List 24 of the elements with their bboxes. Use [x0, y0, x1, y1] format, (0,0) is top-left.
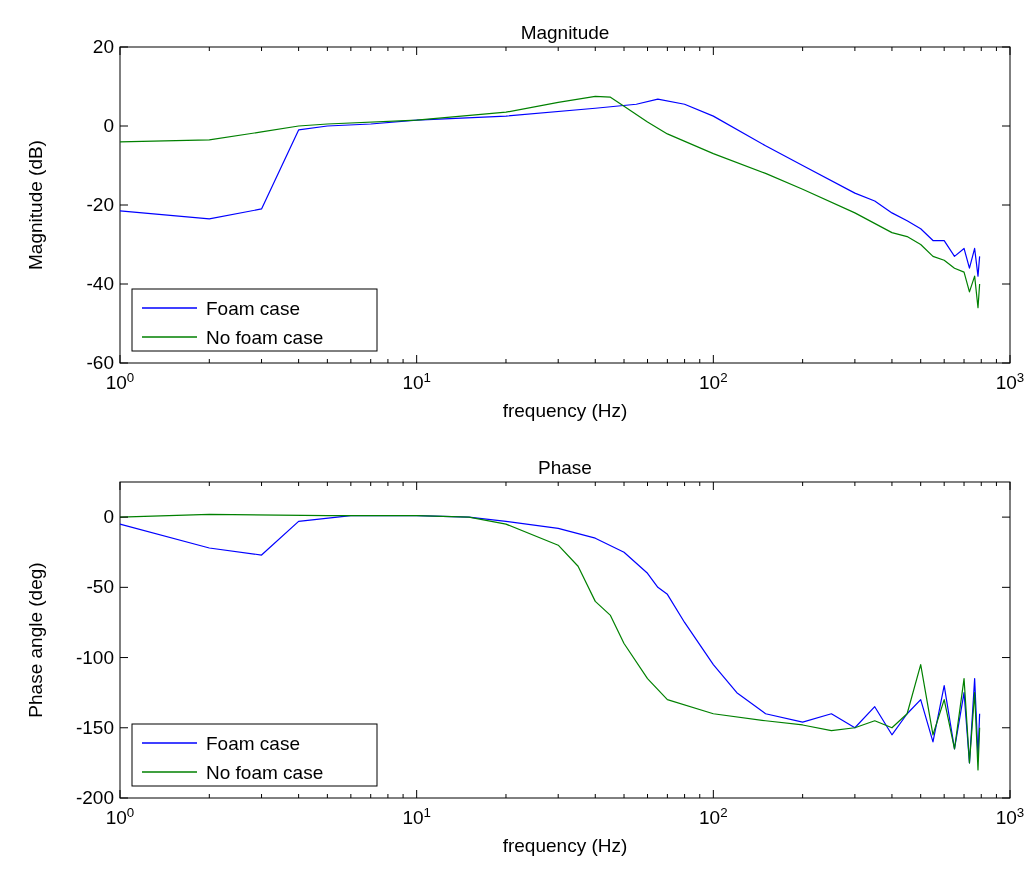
- y-tick-label: -40: [86, 273, 114, 294]
- y-tick-label: 0: [103, 115, 114, 136]
- y-tick-label: -50: [86, 576, 114, 598]
- x-tick-label: 10$^{3}$: [995, 804, 1025, 828]
- legend-label: No foam case: [206, 762, 324, 783]
- chart-title: Phase: [538, 457, 592, 478]
- legend-label: Foam case: [206, 298, 300, 319]
- x-axis-title: frequency (Hz): [502, 835, 628, 856]
- x-tick-label: 10$^{2}$: [699, 804, 728, 828]
- y-tick-label: 0: [103, 506, 114, 528]
- y-tick-label: -100: [75, 646, 114, 668]
- x-tick-label: 10$^{3}$: [995, 369, 1025, 393]
- chart-title: Magnitude: [520, 22, 610, 43]
- legend-label: Foam case: [206, 733, 300, 754]
- y-axis-title: Phase angle (deg): [25, 562, 46, 718]
- y-axis-title: Magnitude (dB): [25, 140, 46, 270]
- x-axis-title: frequency (Hz): [502, 400, 628, 421]
- y-tick-label: -20: [86, 194, 114, 215]
- y-tick-label: 20: [92, 36, 114, 57]
- x-tick-label: 10$^{2}$: [699, 369, 728, 393]
- x-tick-label: 10$^{1}$: [402, 804, 431, 828]
- x-tick-label: 10$^{1}$: [402, 369, 431, 393]
- y-tick-label: -150: [75, 716, 114, 738]
- legend-label: No foam case: [206, 327, 324, 348]
